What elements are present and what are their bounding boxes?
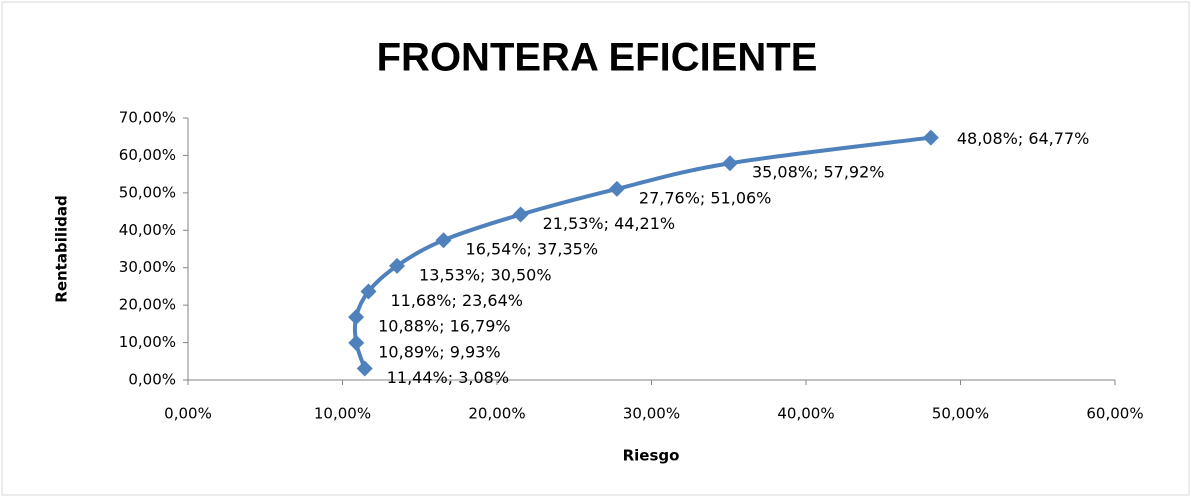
data-label: 21,53%; 44,21% <box>543 214 676 233</box>
point <box>608 180 625 197</box>
data-label: 10,88%; 16,79% <box>378 317 511 336</box>
point <box>512 206 529 223</box>
y-tick-label: 10,00% <box>119 333 176 351</box>
y-tick-label: 70,00% <box>119 109 176 127</box>
data-label: 35,08%; 57,92% <box>752 163 885 182</box>
point <box>360 283 377 300</box>
point <box>721 155 738 172</box>
x-tick-label: 10,00% <box>314 405 371 423</box>
point <box>435 232 452 249</box>
data-label: 27,76%; 51,06% <box>639 188 772 207</box>
data-label: 10,89%; 9,93% <box>378 342 500 361</box>
x-tick-label: 30,00% <box>623 405 680 423</box>
point <box>922 129 939 146</box>
x-tick-label: 40,00% <box>777 405 834 423</box>
x-tick-label: 0,00% <box>164 405 212 423</box>
chart-title: FRONTERA EFICIENTE <box>377 36 818 80</box>
y-tick-label: 30,00% <box>119 258 176 276</box>
x-tick-label: 50,00% <box>932 405 989 423</box>
point <box>348 334 365 351</box>
data-label: 16,54%; 37,35% <box>466 240 598 259</box>
y-tick-label: 60,00% <box>119 146 176 164</box>
data-label: 11,68%; 23,64% <box>390 291 523 310</box>
data-label: 13,53%; 30,50% <box>419 265 552 284</box>
y-tick-label: 50,00% <box>119 183 176 201</box>
x-tick-label: 20,00% <box>468 405 525 423</box>
y-axis-label: Rentabilidad <box>53 195 71 302</box>
data-label: 11,44%; 3,08% <box>387 368 509 387</box>
data-label: 48,08%; 64,77% <box>957 129 1089 148</box>
point <box>348 309 365 326</box>
y-tick-label: 0,00% <box>128 371 176 389</box>
x-tick-label: 60,00% <box>1086 405 1143 423</box>
point <box>389 257 406 274</box>
x-axis-label: Riesgo <box>623 447 680 465</box>
y-tick-label: 40,00% <box>119 221 176 239</box>
y-tick-label: 20,00% <box>119 296 176 314</box>
point <box>356 360 373 377</box>
